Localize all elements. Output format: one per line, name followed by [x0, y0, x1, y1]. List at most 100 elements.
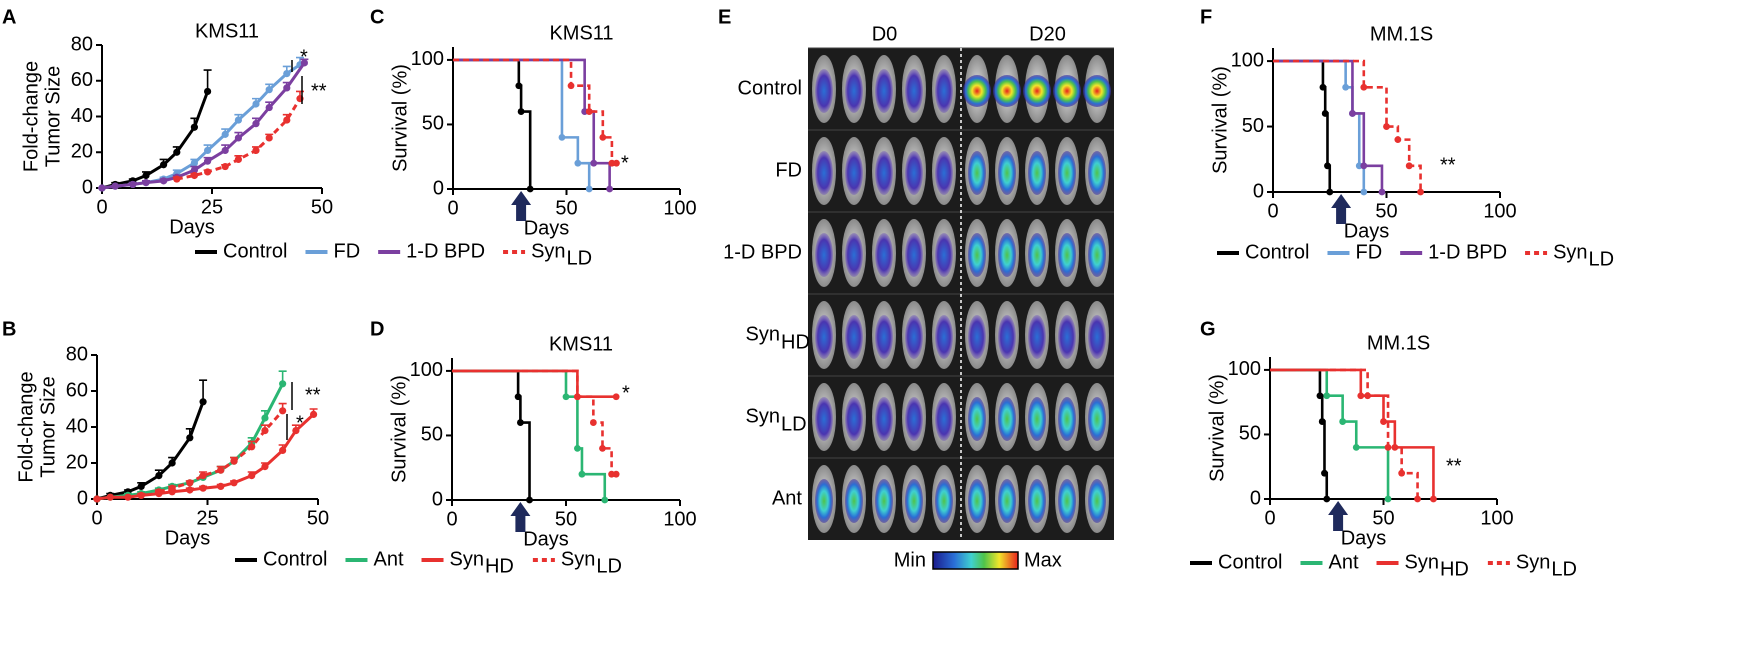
data-point	[160, 177, 168, 185]
legend-label: Syn	[561, 548, 595, 570]
data-point	[142, 179, 150, 187]
signal	[935, 315, 953, 359]
legend-label: Ant	[373, 548, 403, 570]
data-point	[517, 419, 524, 426]
data-point	[526, 185, 534, 193]
y-tick-label: 50	[1239, 423, 1261, 445]
data-point	[261, 427, 269, 435]
x-axis-label: Days	[165, 527, 211, 549]
data-point	[204, 168, 212, 176]
significance-mark: *	[300, 46, 308, 68]
y-tick-label: 50	[1242, 115, 1264, 137]
signal	[935, 233, 953, 277]
significance-mark: *	[296, 412, 304, 434]
data-point	[234, 116, 242, 124]
data-point	[1319, 83, 1327, 91]
data-point	[1398, 469, 1406, 477]
panel-label: D	[370, 318, 384, 340]
survival-curve	[1273, 59, 1332, 192]
x-tick-label: 50	[307, 507, 329, 529]
data-point	[283, 116, 291, 124]
legend-label: Syn	[531, 240, 565, 262]
legend-label: 1-D BPD	[406, 240, 485, 262]
signal	[968, 151, 986, 195]
significance-mark: **	[305, 384, 321, 406]
signal	[1058, 315, 1076, 359]
panel-label: A	[2, 6, 16, 28]
x-axis-label: Days	[169, 216, 215, 238]
legend-label: Control	[1218, 551, 1282, 573]
data-point	[261, 414, 269, 422]
data-point	[234, 134, 242, 142]
data-point	[155, 472, 163, 480]
data-point	[204, 157, 212, 165]
survival-curve	[452, 369, 531, 500]
signal	[1058, 397, 1076, 441]
data-point	[1417, 188, 1424, 196]
y-axis-label: Fold-change	[15, 371, 37, 482]
data-point	[567, 82, 575, 90]
signal	[935, 397, 953, 441]
signal	[1028, 397, 1046, 441]
chart-title: KMS11	[549, 22, 613, 44]
signal	[815, 397, 833, 441]
data-point	[292, 427, 300, 435]
x-tick-label: 50	[1375, 200, 1397, 222]
axes	[1269, 357, 1497, 500]
data-point	[230, 457, 238, 465]
y-tick-label: 80	[71, 33, 93, 55]
data-point	[137, 491, 145, 499]
survival-curve	[453, 58, 591, 189]
data-point	[279, 446, 287, 454]
colorbar-max-label: Max	[1024, 549, 1062, 571]
signal	[845, 479, 863, 523]
data-point	[186, 479, 194, 487]
x-tick-label: 50	[311, 196, 333, 218]
x-axis-label: Days	[524, 217, 570, 239]
x-tick-label: 0	[1264, 507, 1275, 529]
data-point	[265, 86, 273, 94]
data-point	[155, 488, 163, 496]
data-point	[160, 161, 168, 169]
legend-label-subscript: LD	[567, 247, 593, 269]
panel-label: G	[1200, 318, 1216, 340]
data-point	[204, 87, 212, 96]
data-point	[252, 100, 260, 108]
data-point	[1349, 110, 1356, 117]
data-point	[106, 493, 114, 501]
data-point	[283, 84, 291, 92]
signal	[998, 151, 1016, 195]
row-label-subscript: HD	[781, 331, 810, 353]
data-point	[578, 470, 586, 478]
chart-title: MM.1S	[1370, 23, 1433, 45]
signal	[905, 315, 923, 359]
y-tick-label: 60	[71, 69, 93, 91]
survival-curve	[1270, 368, 1435, 499]
signal	[1088, 397, 1106, 441]
row-label: 1-D BPD	[723, 241, 802, 263]
y-tick-label: 0	[1250, 487, 1261, 509]
signal	[1088, 315, 1106, 359]
x-axis-label: Days	[523, 528, 569, 550]
survival-curve	[1273, 59, 1422, 192]
legend-label: Syn	[1405, 551, 1439, 573]
y-tick-label: 50	[421, 424, 443, 446]
survival-curve	[453, 58, 617, 165]
signal	[875, 69, 893, 113]
legend-label: Syn	[450, 548, 484, 570]
significance-mark: **	[1440, 154, 1456, 176]
data-point	[137, 482, 145, 490]
data-point	[515, 82, 523, 90]
signal	[845, 397, 863, 441]
data-point	[599, 444, 606, 452]
colorbar	[932, 551, 1019, 570]
y-tick-label: 0	[1253, 180, 1264, 202]
panel-label: C	[370, 6, 384, 28]
data-point	[1339, 418, 1347, 425]
axes	[96, 355, 318, 500]
data-point	[1394, 136, 1402, 144]
y-tick-label: 100	[1231, 49, 1264, 71]
x-tick-label: 50	[555, 197, 577, 219]
data-point	[1384, 495, 1392, 503]
survival-curve	[1270, 368, 1390, 499]
